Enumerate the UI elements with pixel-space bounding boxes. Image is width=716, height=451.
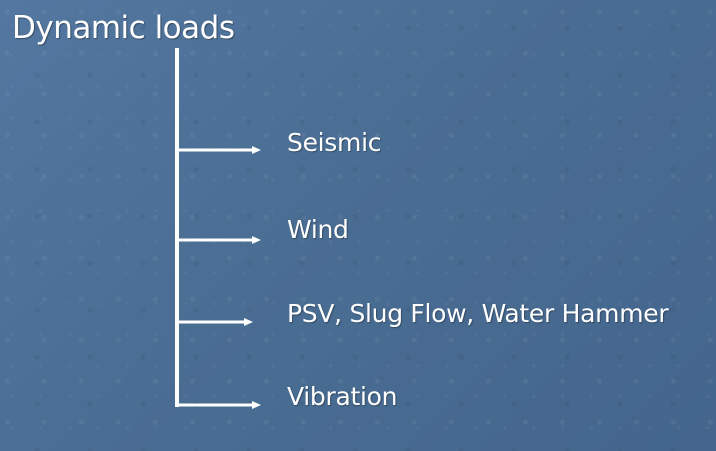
diagram-title: Dynamic loads (12, 10, 235, 46)
arrowhead-wind (252, 236, 261, 244)
item-vibration: Vibration (287, 382, 398, 411)
item-wind: Wind (287, 215, 349, 244)
item-psv-slug-flow-water-hammer: PSV, Slug Flow, Water Hammer (287, 299, 669, 328)
arrowhead-psv (244, 318, 253, 326)
arrowhead-seismic (252, 146, 261, 154)
item-seismic: Seismic (287, 128, 382, 157)
arrowhead-vibration (252, 401, 261, 409)
